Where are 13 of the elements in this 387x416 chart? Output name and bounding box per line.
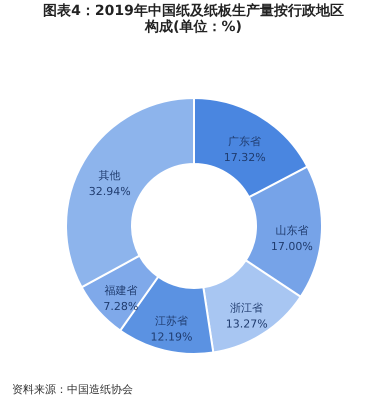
data-label: 12.19% xyxy=(150,330,192,344)
data-label: 32.94% xyxy=(88,184,131,198)
data-label: 13.27% xyxy=(226,318,268,331)
data-label: 17.00% xyxy=(270,240,313,254)
slice-label: 广东省 xyxy=(228,135,262,148)
slice-label: 浙江省 xyxy=(230,302,264,315)
data-label: 17.32% xyxy=(224,151,266,164)
slice-label: 江苏省 xyxy=(155,314,188,328)
text: 资料来源：中国造纸协会 xyxy=(12,383,133,396)
chart-title: 图表4：2019年中国纸及纸板生产量按行政地区构成(单位：%) xyxy=(43,2,344,35)
slice-label: 其他 xyxy=(98,168,121,182)
slice-label: 福建省 xyxy=(104,284,138,298)
slice-label: 山东省 xyxy=(275,224,308,238)
